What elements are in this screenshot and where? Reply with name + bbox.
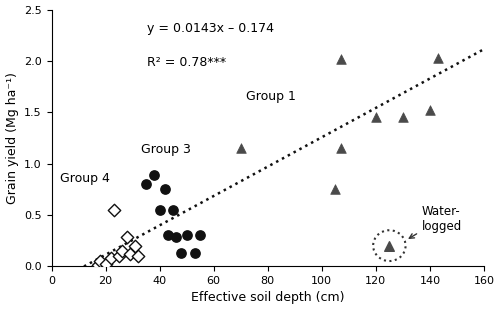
Point xyxy=(107,255,115,260)
Point xyxy=(372,115,380,120)
Point xyxy=(169,207,177,212)
Point xyxy=(132,243,140,248)
Point xyxy=(150,172,158,177)
Point xyxy=(386,243,394,248)
Text: Group 1: Group 1 xyxy=(246,90,296,103)
Point xyxy=(236,146,244,151)
Y-axis label: Grain yield (Mg ha⁻¹): Grain yield (Mg ha⁻¹) xyxy=(6,72,18,204)
Point xyxy=(399,115,407,120)
Point xyxy=(172,235,180,240)
Point xyxy=(102,262,110,267)
X-axis label: Effective soil depth (cm): Effective soil depth (cm) xyxy=(191,291,344,304)
Point xyxy=(134,253,142,258)
Point xyxy=(164,233,172,238)
Text: y = 0.0143x – 0.174: y = 0.0143x – 0.174 xyxy=(146,22,274,35)
Point xyxy=(142,182,150,187)
Text: Group 4: Group 4 xyxy=(60,172,110,185)
Point xyxy=(434,55,442,60)
Text: R² = 0.78***: R² = 0.78*** xyxy=(146,56,226,69)
Point xyxy=(336,146,344,151)
Point xyxy=(110,207,118,212)
Point xyxy=(182,233,190,238)
Text: Group 3: Group 3 xyxy=(141,143,190,156)
Point xyxy=(126,251,134,256)
Point xyxy=(115,253,123,258)
Point xyxy=(94,263,102,268)
Point xyxy=(336,56,344,61)
Point xyxy=(161,187,169,192)
Point xyxy=(332,187,340,192)
Point xyxy=(96,259,104,263)
Point xyxy=(426,108,434,113)
Point xyxy=(123,235,131,240)
Point xyxy=(118,248,126,253)
Point xyxy=(178,250,186,255)
Point xyxy=(191,250,199,255)
Point xyxy=(196,233,204,238)
Text: Water-
logged: Water- logged xyxy=(410,205,462,238)
Point xyxy=(156,207,164,212)
